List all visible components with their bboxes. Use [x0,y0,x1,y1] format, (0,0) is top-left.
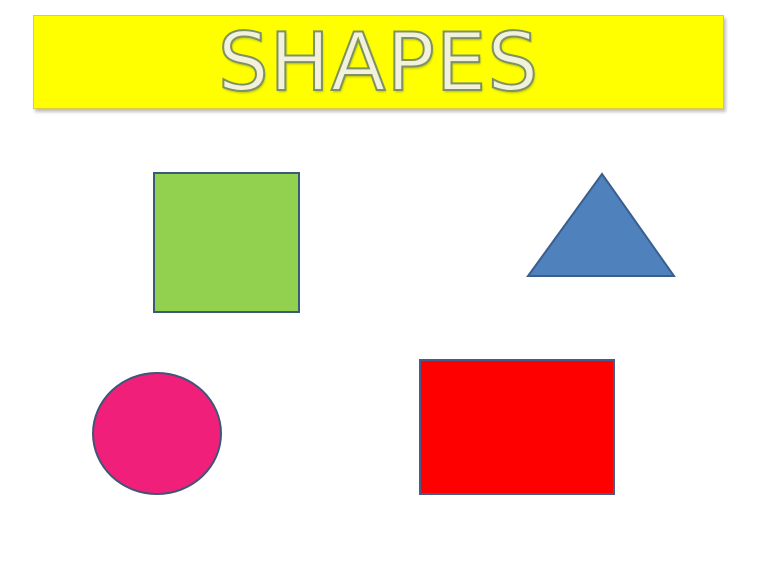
page-title: SHAPES [217,16,540,109]
title-banner: SHAPES [33,15,724,109]
green-square-shape[interactable] [153,172,300,313]
triangle-polygon [526,172,676,277]
red-rectangle-shape[interactable] [419,359,615,495]
blue-triangle-shape[interactable] [526,172,676,278]
pink-circle-shape[interactable] [92,372,222,495]
